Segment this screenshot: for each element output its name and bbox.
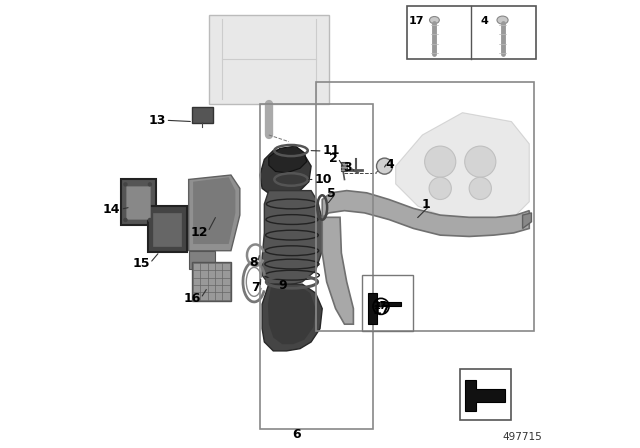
Text: 15: 15 (132, 257, 150, 270)
Ellipse shape (497, 16, 508, 24)
Bar (460, 369, 511, 420)
FancyBboxPatch shape (121, 180, 156, 225)
Circle shape (465, 146, 496, 177)
Bar (260, 104, 373, 429)
Polygon shape (523, 213, 531, 228)
Polygon shape (322, 190, 529, 237)
FancyBboxPatch shape (126, 186, 150, 219)
Text: 8: 8 (249, 256, 258, 269)
Text: 1: 1 (422, 198, 431, 211)
Text: 5: 5 (327, 187, 335, 200)
Text: 3: 3 (344, 160, 352, 173)
Text: 13: 13 (148, 114, 166, 127)
Circle shape (148, 182, 152, 187)
Text: 9: 9 (278, 279, 287, 292)
Bar (316, 82, 534, 331)
Polygon shape (322, 217, 353, 324)
Polygon shape (262, 190, 322, 286)
Text: 14: 14 (103, 203, 120, 216)
Bar (407, 6, 536, 59)
Circle shape (376, 158, 392, 174)
Polygon shape (189, 251, 216, 268)
Polygon shape (189, 175, 240, 251)
Polygon shape (465, 380, 505, 411)
Text: 12: 12 (190, 225, 208, 238)
Text: 10: 10 (315, 173, 332, 186)
Ellipse shape (429, 17, 439, 24)
Text: 7: 7 (252, 281, 260, 294)
Text: 11: 11 (323, 145, 340, 158)
Polygon shape (262, 284, 322, 351)
Polygon shape (193, 177, 236, 244)
Text: 2: 2 (329, 151, 338, 164)
Circle shape (124, 182, 127, 187)
Text: 6: 6 (292, 428, 301, 441)
Circle shape (429, 177, 451, 199)
Polygon shape (260, 148, 311, 195)
Text: 17: 17 (374, 302, 388, 311)
Circle shape (124, 218, 127, 222)
FancyBboxPatch shape (192, 108, 212, 123)
Text: 497715: 497715 (502, 432, 543, 442)
Text: 4: 4 (481, 17, 489, 26)
Circle shape (148, 218, 152, 222)
Polygon shape (396, 113, 529, 224)
FancyBboxPatch shape (192, 262, 231, 301)
Polygon shape (209, 15, 329, 104)
Polygon shape (367, 293, 401, 324)
Circle shape (424, 146, 456, 177)
Text: 16: 16 (183, 292, 201, 305)
Circle shape (469, 177, 492, 199)
Text: 17: 17 (372, 304, 390, 317)
Text: 17: 17 (409, 17, 424, 26)
FancyBboxPatch shape (154, 213, 181, 246)
FancyBboxPatch shape (148, 206, 188, 252)
Bar (362, 275, 413, 331)
Text: 4: 4 (386, 158, 395, 171)
Polygon shape (269, 146, 307, 173)
Polygon shape (268, 286, 316, 344)
Bar (341, 162, 347, 172)
